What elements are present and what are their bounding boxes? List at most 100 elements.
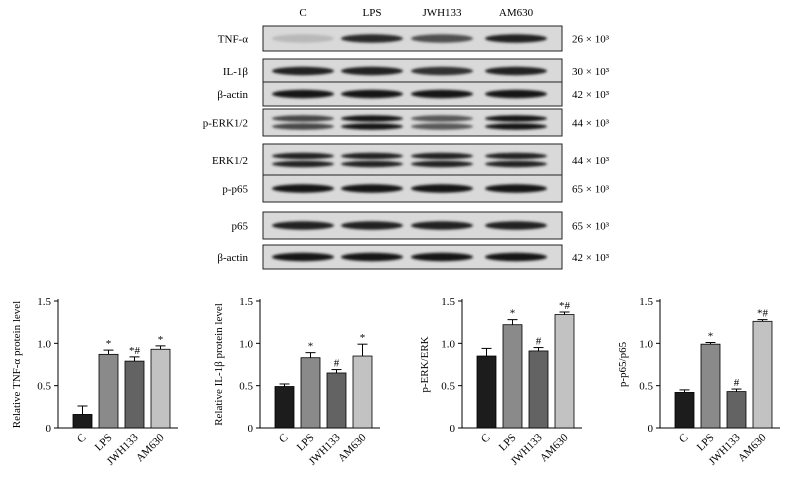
blot-band — [272, 160, 334, 168]
significance-mark: # — [734, 377, 740, 389]
band-label: IL-1β — [223, 66, 249, 78]
category-label-am630: AM630 — [134, 431, 167, 464]
blot-band — [411, 34, 473, 43]
category-label-am630: AM630 — [736, 431, 769, 464]
y-tick-label: 1.0 — [639, 338, 653, 350]
bar-am630 — [752, 320, 773, 429]
blot-band — [485, 89, 547, 99]
category-label-am630: AM630 — [336, 431, 369, 464]
blot-band — [341, 184, 403, 193]
significance-mark: * — [510, 308, 516, 320]
blot-row: p65 65 × 10³ — [232, 211, 610, 240]
molecular-weight-label: 44 × 10³ — [572, 155, 610, 167]
significance-mark: * — [708, 330, 714, 342]
category-label-c: C — [479, 432, 493, 446]
blot-band — [485, 160, 547, 168]
western-blot-panel: C LPS JWH133 AM630 TNF-α 26 × 10³ IL-1β 30 × 10… — [203, 7, 610, 270]
lane-label-jwh133: JWH133 — [422, 7, 462, 19]
category-label-lps: LPS — [695, 432, 717, 454]
blot-band — [341, 152, 403, 160]
y-axis-title: p-ERK/ERK — [419, 336, 431, 392]
y-tick-label: 1.5 — [639, 296, 653, 308]
category-label-am630: AM630 — [538, 431, 571, 464]
category-label-c: C — [677, 432, 691, 446]
blot-band — [411, 252, 473, 262]
bar-lps — [502, 324, 523, 429]
category-label-lps: LPS — [93, 432, 115, 454]
blot-row: IL-1β 30 × 10³ — [223, 58, 610, 84]
molecular-weight-label: 65 × 10³ — [572, 221, 610, 233]
blot-band — [341, 89, 403, 99]
blot-band — [485, 221, 547, 230]
significance-mark: *# — [129, 345, 141, 357]
y-tick-label: 0 — [248, 423, 254, 435]
blot-band — [411, 221, 473, 230]
bar-jwh133 — [726, 391, 747, 429]
blot-band — [411, 89, 473, 99]
bar-jwh133 — [124, 360, 145, 429]
bar-am630 — [352, 355, 373, 429]
y-tick-label: 0 — [648, 423, 654, 435]
band-label: β-actin — [217, 89, 248, 101]
y-tick-label: 1.5 — [441, 296, 455, 308]
category-label-lps: LPS — [295, 432, 317, 454]
bar-c — [72, 414, 93, 429]
category-label-lps: LPS — [497, 432, 519, 454]
y-tick-label: 1.0 — [441, 338, 455, 350]
blot-band — [411, 160, 473, 168]
blot-row: p-p65 65 × 10³ — [222, 174, 610, 203]
blot-band — [341, 160, 403, 168]
blot-band — [272, 252, 334, 262]
blot-band — [272, 221, 334, 230]
blot-band — [341, 115, 403, 122]
band-label: β-actin — [217, 252, 248, 264]
lane-label-am630: AM630 — [499, 7, 534, 19]
significance-mark: # — [334, 358, 340, 370]
significance-mark: * — [158, 334, 164, 346]
y-tick-label: 0.5 — [239, 381, 253, 393]
category-label-c: C — [277, 432, 291, 446]
band-label: TNF-α — [218, 34, 248, 46]
molecular-weight-label: 44 × 10³ — [572, 118, 610, 130]
blot-band — [272, 115, 334, 122]
blot-strip — [262, 143, 563, 177]
blot-row: β-actin 42 × 10³ — [217, 244, 610, 270]
category-label-c: C — [75, 432, 89, 446]
blot-band — [485, 123, 547, 130]
blot-band — [485, 34, 547, 43]
y-tick-label: 1.5 — [239, 296, 253, 308]
blot-band — [485, 115, 547, 122]
blot-band — [411, 184, 473, 193]
band-label: p-ERK1/2 — [203, 118, 248, 130]
bar-chart-1: 0 0.5 1.0 1.5 Relative TNF-α protein level C *… — [11, 296, 178, 468]
y-tick-label: 1.5 — [37, 296, 51, 308]
bar-am630 — [554, 314, 575, 429]
band-label: p65 — [232, 221, 249, 233]
y-tick-label: 0.5 — [37, 381, 51, 393]
blot-band — [411, 123, 473, 130]
blot-row: ERK1/2 44 × 10³ — [212, 143, 610, 177]
y-tick-label: 0.5 — [441, 381, 455, 393]
bar-am630 — [150, 348, 171, 429]
blot-band — [272, 89, 334, 99]
blot-band — [485, 152, 547, 160]
blot-band — [411, 152, 473, 160]
bar-c — [274, 386, 295, 429]
molecular-weight-label: 42 × 10³ — [572, 89, 610, 101]
blot-band — [272, 152, 334, 160]
significance-mark: * — [308, 341, 314, 353]
y-axis-title: p-p65/p65 — [617, 341, 629, 387]
blot-band — [272, 34, 334, 43]
blot-row: β-actin 42 × 10³ — [217, 81, 610, 107]
y-axis-title: Relative IL-1β protein level — [213, 303, 225, 426]
bar-c — [674, 392, 695, 429]
y-tick-label: 1.0 — [37, 338, 51, 350]
bar-lps — [300, 357, 321, 429]
blot-band — [411, 115, 473, 122]
blot-band — [272, 66, 334, 76]
y-tick-label: 1.0 — [239, 338, 253, 350]
molecular-weight-label: 42 × 10³ — [572, 252, 610, 264]
significance-mark: # — [536, 336, 542, 348]
